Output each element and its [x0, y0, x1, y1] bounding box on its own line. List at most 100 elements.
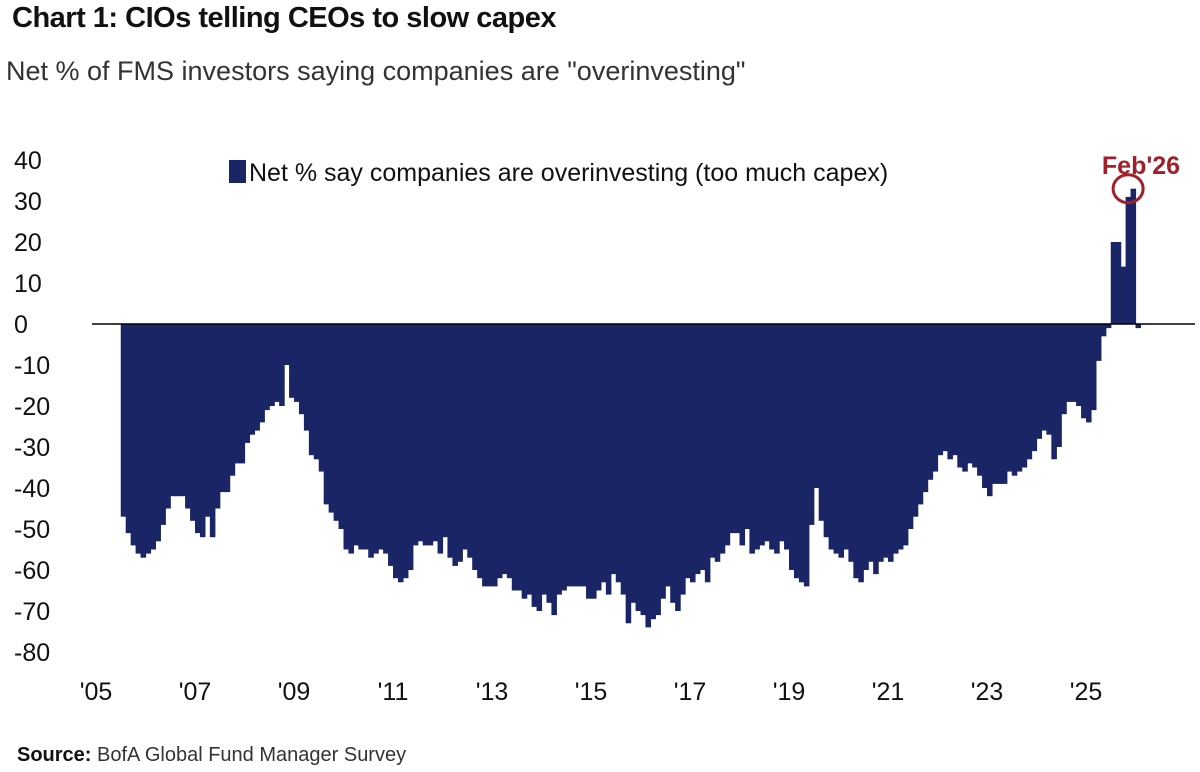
bar: [264, 324, 270, 411]
bar: [1100, 324, 1107, 337]
bar: [120, 324, 127, 517]
bar: [714, 324, 721, 562]
annotation-circle: [1111, 173, 1145, 205]
bar: [591, 324, 597, 599]
bar: [165, 324, 171, 509]
bar: [952, 324, 958, 456]
bar: [615, 324, 622, 583]
bar: [180, 324, 186, 497]
bar: [1086, 324, 1092, 423]
bar: [937, 324, 944, 456]
bar: [897, 324, 904, 550]
source-label: Source:: [17, 744, 92, 766]
bar: [709, 324, 716, 558]
annotation-label: Feb'26: [1102, 152, 1180, 180]
bar: [467, 324, 473, 558]
y-tick-label: -40: [14, 475, 50, 503]
bar: [353, 324, 359, 546]
bar: [868, 324, 874, 562]
bar: [917, 324, 924, 505]
bar: [492, 324, 498, 587]
bar: [665, 324, 671, 587]
bar: [719, 324, 726, 554]
bar: [892, 324, 899, 554]
bar: [927, 324, 934, 480]
bar: [482, 324, 488, 587]
bar: [858, 324, 864, 583]
y-tick-label: -80: [14, 639, 50, 667]
x-tick-label: '07: [179, 678, 212, 706]
bar: [135, 324, 142, 554]
bar: [625, 324, 632, 624]
bar-series: [120, 188, 1142, 628]
bar: [729, 324, 736, 534]
bar: [209, 324, 216, 538]
bar: [175, 324, 181, 497]
y-tick-label: 0: [14, 311, 28, 339]
bar: [813, 324, 820, 488]
bar: [249, 324, 255, 435]
bar: [883, 324, 889, 558]
bar: [808, 324, 815, 525]
bar: [199, 324, 206, 538]
bar: [1110, 242, 1117, 324]
bar: [704, 324, 711, 583]
bar: [645, 324, 651, 628]
bar: [650, 324, 656, 620]
bar: [833, 324, 840, 554]
bar: [1135, 324, 1142, 329]
bar: [779, 324, 785, 542]
x-tick-label: '15: [575, 678, 608, 706]
bar: [536, 324, 543, 611]
source-note: Source: BofA Global Fund Manager Survey: [17, 744, 406, 767]
bar: [996, 324, 1003, 484]
bar: [967, 324, 973, 464]
bar: [501, 324, 508, 575]
bar: [888, 324, 894, 562]
bar: [234, 324, 241, 464]
bar: [754, 324, 760, 550]
bar: [1095, 324, 1102, 361]
bar: [1066, 324, 1072, 402]
bar: [1001, 324, 1008, 484]
bar: [427, 324, 434, 546]
page-title: Chart 1: CIOs telling CEOs to slow capex: [12, 2, 557, 34]
bar: [586, 324, 592, 599]
y-tick-label: -10: [14, 352, 50, 380]
bar: [635, 324, 642, 611]
bar: [1115, 242, 1122, 324]
bar: [150, 324, 156, 550]
bar: [496, 324, 503, 579]
bar: [1016, 324, 1023, 472]
bar: [838, 324, 845, 558]
x-axis-ticks: '05 '07 '09 '11 '13 '15 '17 '19 '21 '23 '25: [80, 678, 1103, 706]
x-tick-label: '13: [476, 678, 509, 706]
bar: [873, 324, 879, 575]
bar: [907, 324, 914, 529]
bar: [734, 324, 741, 534]
bar: [793, 324, 800, 579]
bar: [581, 324, 587, 587]
bar: [1090, 324, 1097, 411]
bar: [878, 324, 884, 562]
bar: [774, 324, 780, 554]
bar: [313, 324, 320, 460]
y-tick-label: -60: [14, 557, 50, 585]
bar: [1021, 324, 1028, 468]
chart-subtitle: Net % of FMS investors saying companies …: [6, 56, 746, 86]
bar: [328, 324, 335, 513]
bar: [457, 324, 463, 562]
bar: [531, 324, 538, 607]
bar: [848, 324, 854, 562]
bar: [556, 324, 562, 595]
bar: [289, 324, 295, 398]
bar: [284, 324, 290, 365]
bar: [1011, 324, 1018, 476]
bar: [363, 324, 369, 550]
bar: [546, 324, 552, 603]
bar: [1036, 324, 1043, 439]
bar: [422, 324, 429, 546]
bar: [432, 324, 439, 542]
bar: [690, 324, 696, 583]
y-axis-ticks: 40 30 20 10 0 -10 -20 -30 -40 -50 -60 -70 -80: [14, 147, 50, 667]
